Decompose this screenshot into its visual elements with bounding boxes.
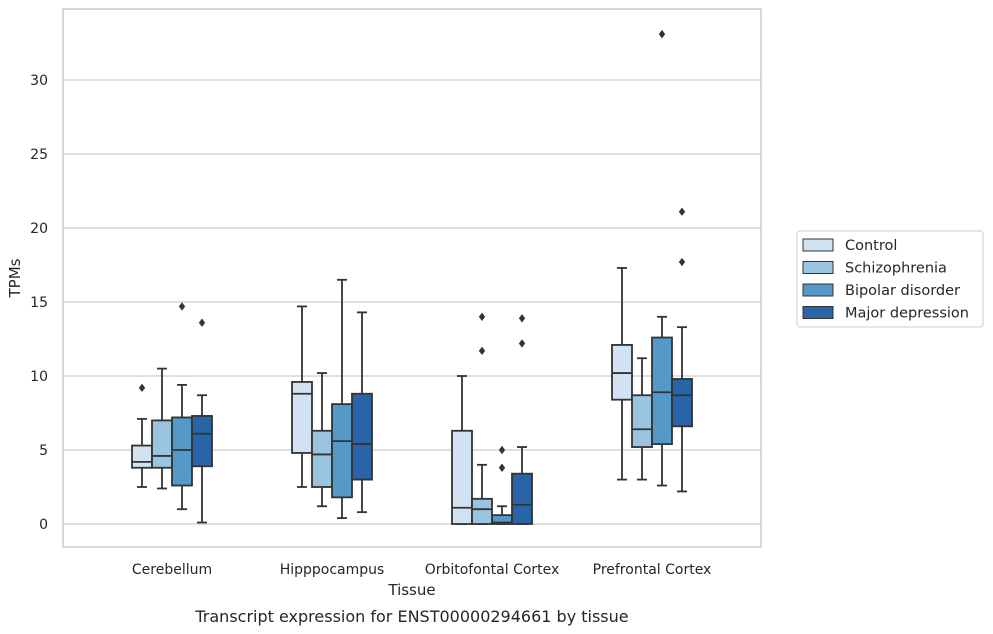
y-axis-ticks: 0 5 10 15 20 25 30 [30, 73, 48, 533]
box-major-depression [671, 207, 693, 493]
y-axis-label: TPMs [6, 258, 24, 298]
box-iqr [291, 381, 313, 454]
box-iqr [131, 444, 153, 469]
box-major-depression [191, 318, 213, 524]
outlier-point [478, 312, 486, 321]
x-axis-ticks: Cerebellum Hipppocampus Orbitofontal Corte… [132, 562, 711, 578]
legend-swatch [802, 238, 834, 252]
outlier-point [678, 257, 686, 267]
box-iqr [511, 472, 533, 525]
box-iqr [671, 378, 693, 428]
box-bipolar-disorder [171, 302, 193, 511]
outlier-point [518, 339, 526, 348]
plot-frame [62, 8, 762, 548]
legend-label: Major depression [845, 306, 969, 322]
box-plot-area [131, 29, 693, 525]
box-iqr [471, 497, 493, 525]
legend-swatch [802, 306, 834, 319]
box-schizophrenia [631, 357, 653, 481]
outlier-point [498, 463, 506, 472]
y-tick-label: 0 [39, 517, 48, 533]
box-control [291, 305, 313, 488]
box-schizophrenia [471, 312, 493, 525]
outlier-point [138, 383, 146, 393]
box-bipolar-disorder [491, 445, 513, 525]
y-tick-label: 25 [30, 147, 48, 163]
outlier-point [658, 29, 666, 39]
outlier-point [678, 207, 686, 216]
outlier-point [178, 302, 186, 311]
box-control [131, 383, 153, 488]
y-tick-label: 15 [30, 295, 48, 311]
y-tick-label: 30 [30, 73, 48, 89]
box-iqr [651, 336, 673, 445]
legend-swatch [802, 261, 834, 274]
x-tick-label: Hipppocampus [280, 562, 385, 578]
y-tick-label: 20 [30, 221, 48, 237]
legend: Control Schizophrenia Bipolar disorder Majo… [796, 230, 984, 328]
legend-label: Bipolar disorder [845, 283, 960, 299]
legend-label: Schizophrenia [845, 261, 947, 277]
y-tick-label: 10 [30, 369, 48, 385]
legend-label: Control [845, 238, 897, 254]
box-major-depression [351, 311, 373, 514]
x-axis-label: Tissue [387, 581, 435, 599]
x-tick-label: Cerebellum [132, 562, 212, 578]
outlier-point [498, 445, 506, 455]
box-schizophrenia [151, 367, 173, 490]
outlier-point [518, 314, 526, 323]
box-iqr [191, 415, 213, 468]
box-iqr [171, 416, 193, 487]
x-tick-label: Orbitofontal Cortex [425, 562, 560, 578]
box-iqr [151, 419, 173, 469]
box-iqr [331, 403, 353, 499]
legend-frame [796, 230, 984, 328]
box-bipolar-disorder [331, 278, 353, 519]
box-control [611, 267, 633, 481]
box-schizophrenia [311, 372, 333, 508]
box-major-depression [511, 314, 533, 525]
y-tick-label: 5 [39, 443, 48, 459]
box-control [451, 375, 473, 525]
box-iqr [311, 429, 333, 488]
outlier-point [198, 318, 206, 327]
chart-caption: Transcript expression for ENST0000029466… [194, 607, 628, 626]
box-bipolar-disorder [651, 29, 673, 487]
box-iqr [451, 429, 473, 525]
x-tick-label: Prefrontal Cortex [593, 562, 712, 578]
outlier-point [478, 346, 486, 356]
legend-swatch [802, 283, 834, 297]
box-iqr [631, 394, 653, 448]
box-iqr [351, 392, 373, 481]
